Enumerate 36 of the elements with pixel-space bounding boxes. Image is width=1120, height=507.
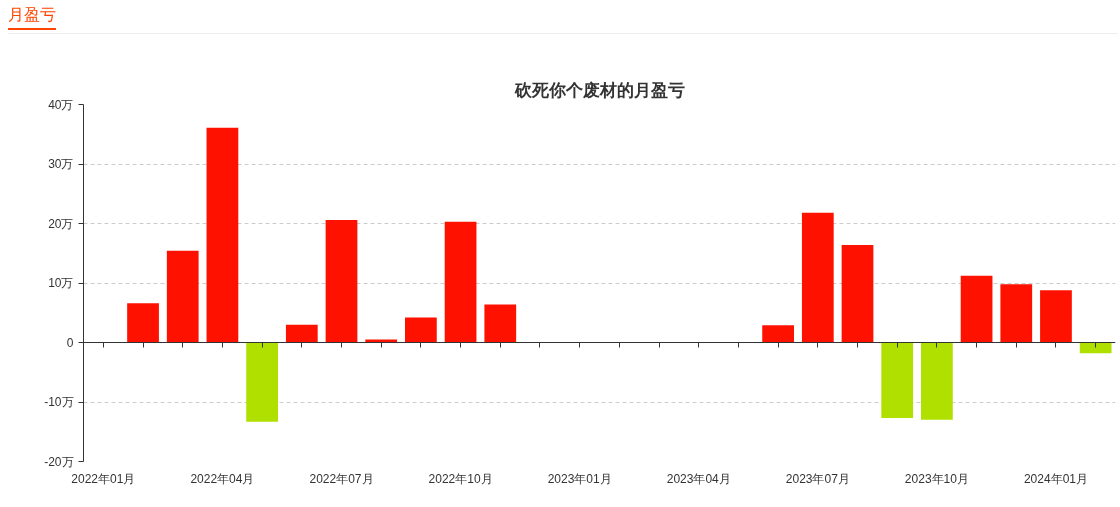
- x-tick-label: 2022年10月: [428, 471, 493, 486]
- bar: [801, 212, 834, 343]
- bar: [484, 304, 517, 343]
- bar: [166, 250, 199, 343]
- bar: [325, 219, 358, 343]
- bar: [921, 342, 953, 420]
- x-tick-label: 2023年10月: [904, 471, 969, 486]
- y-tick-label: 30万: [48, 157, 74, 171]
- y-tick-label: 40万: [48, 97, 74, 112]
- y-tick-label: 10万: [48, 276, 74, 290]
- bar: [1040, 290, 1072, 343]
- bar: [1079, 342, 1112, 354]
- y-tick-label: -20万: [44, 454, 74, 469]
- y-tick-label: 20万: [48, 216, 74, 231]
- x-tick-label: 2022年01月: [71, 471, 136, 486]
- x-tick-label: 2023年01月: [547, 471, 612, 486]
- x-tick-label: 2023年04月: [666, 471, 731, 486]
- x-tick-label: 2022年07月: [309, 471, 374, 486]
- bar: [762, 325, 794, 343]
- bar: [841, 244, 874, 343]
- bar: [206, 127, 239, 343]
- x-tick-label: 2024年01月: [1023, 471, 1088, 486]
- x-tick-label: 2023年07月: [785, 471, 850, 486]
- y-tick-label: -10万: [44, 395, 74, 409]
- bar: [246, 342, 278, 422]
- bar: [1000, 284, 1033, 343]
- y-tick-label: 0: [66, 335, 74, 350]
- bar: [285, 324, 318, 343]
- text: 月盈亏: [8, 4, 56, 30]
- bar: [127, 303, 159, 343]
- bar: [960, 275, 993, 343]
- bar: [405, 317, 437, 343]
- bar: [881, 342, 914, 419]
- bar: [444, 221, 477, 343]
- chart-title: 砍死你个废材的月盈亏: [513, 80, 685, 100]
- x-tick-label: 2022年04月: [190, 471, 255, 486]
